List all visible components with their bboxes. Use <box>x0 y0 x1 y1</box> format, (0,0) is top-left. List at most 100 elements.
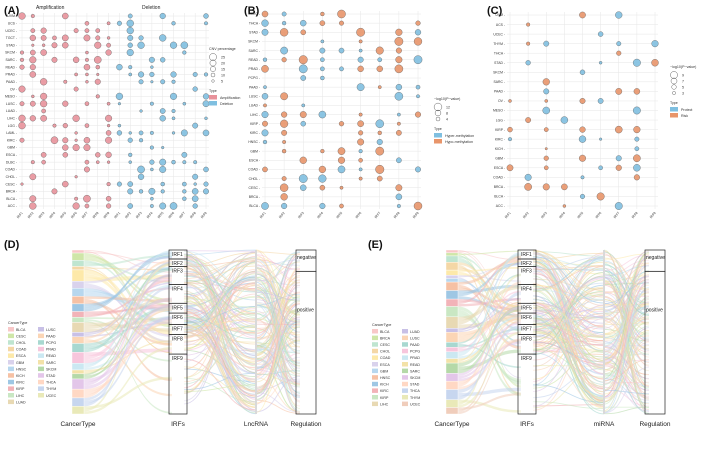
sankey-axis-title: Regulation <box>290 421 321 428</box>
sankey-legend-label: THCA <box>410 389 420 393</box>
sankey-flow-target-regulation <box>255 321 301 369</box>
sankey-flow-target-regulation <box>603 253 650 367</box>
sankey-flow-cancer-irf <box>84 274 172 379</box>
data-point <box>634 146 640 152</box>
data-point <box>138 79 144 85</box>
sankey-flow-irf-target <box>532 313 605 352</box>
data-point <box>320 39 325 44</box>
sankey-regulation-label: negative <box>646 255 665 261</box>
data-point <box>160 181 165 187</box>
sankey-legend-swatch <box>38 327 44 332</box>
sankey-flow-target-regulation <box>255 349 301 398</box>
sankey-flow-cancer-irf <box>84 287 172 318</box>
sankey-legend-swatch <box>38 373 44 378</box>
data-point <box>358 112 363 117</box>
sankey-legend-label: CHOL <box>380 350 390 354</box>
data-point <box>542 78 550 86</box>
sankey-legend-label: LUAD <box>410 330 420 334</box>
sankey-node-cancertype <box>445 342 459 348</box>
legend-type-label: Hypo-methylation <box>445 140 473 144</box>
data-point <box>262 139 268 145</box>
data-point <box>127 137 133 143</box>
sankey-flow-cancer-irf <box>84 252 172 264</box>
sankey-flow-target-regulation <box>603 366 650 414</box>
data-point <box>52 123 57 128</box>
sankey-flow-cancer-irf <box>84 261 172 407</box>
data-point <box>300 29 306 36</box>
data-point <box>128 65 133 70</box>
data-point <box>182 50 187 55</box>
legend-size-circle <box>211 79 215 83</box>
data-point <box>40 100 48 108</box>
y-tick-label: HNSC - <box>248 140 260 144</box>
data-point <box>376 175 383 182</box>
x-tick-label: IRF1 <box>504 211 512 219</box>
data-point <box>159 34 167 42</box>
sankey-legend-label: HNSC <box>380 376 391 380</box>
data-point <box>40 35 47 41</box>
sankey-flow-target-regulation <box>603 389 650 395</box>
data-point <box>337 9 346 19</box>
data-point <box>62 144 69 151</box>
data-point <box>377 57 383 63</box>
data-point <box>29 56 37 64</box>
sankey-flow-irf-target <box>183 262 257 405</box>
data-point <box>543 165 549 171</box>
data-point <box>262 166 268 173</box>
data-point <box>395 184 403 192</box>
data-point <box>263 85 267 89</box>
sankey-legend-swatch <box>372 355 378 360</box>
x-tick-label: IRF1 <box>113 211 121 219</box>
sankey-flows <box>84 249 301 415</box>
data-point <box>261 19 269 27</box>
y-tick-label: SARC - <box>494 80 506 84</box>
sankey-legend-swatch <box>8 393 14 398</box>
data-point <box>526 41 531 46</box>
sankey-flow-target-regulation <box>603 381 650 384</box>
x-tick-label: IRF3 <box>540 211 548 219</box>
sankey-node-cancertype <box>445 249 459 254</box>
data-point <box>83 34 91 42</box>
data-point <box>74 138 78 142</box>
data-point <box>106 36 111 40</box>
sankey-axis-title: miRNA <box>594 421 615 428</box>
subtitle-amplification: Amplification <box>36 5 65 11</box>
y-tick-label: ACC - <box>496 204 505 208</box>
sankey-legend-swatch <box>8 327 14 332</box>
sankey-flow-irf-target <box>183 279 257 316</box>
sankey-flow-irf-target <box>532 285 605 367</box>
sankey-flow-target-regulation <box>255 336 301 371</box>
data-point <box>138 35 144 41</box>
sankey-flow-target-regulation <box>255 292 301 301</box>
x-tick-label: IRF2 <box>522 211 530 219</box>
legend-size-label: 8 <box>446 111 448 115</box>
sankey-flow-cancer-irf <box>458 393 521 410</box>
x-tick-label: IRF7 <box>613 211 621 219</box>
sankey-flow-cancer-irf <box>458 251 521 316</box>
data-point <box>615 88 623 95</box>
sankey-flow-irf-target <box>532 278 605 290</box>
y-tick-label: CHOL - <box>6 175 17 179</box>
sankey-legend-label: ESCA <box>16 354 26 358</box>
legend-type-label: Amplification <box>220 96 240 100</box>
panel-label-e: (E) <box>368 239 383 251</box>
data-point <box>171 131 176 135</box>
data-point <box>74 131 78 135</box>
sankey-node-cancertype <box>445 269 459 276</box>
sankey-flow-cancer-irf <box>458 277 521 379</box>
data-point <box>20 182 24 186</box>
data-point <box>148 56 155 63</box>
data-point <box>182 181 187 187</box>
x-tick-label: IRF8 <box>631 211 639 219</box>
sankey-irf-label: IRF5 <box>521 305 532 311</box>
sankey-flow-cancer-irf <box>458 274 521 344</box>
y-tick-label: STAD - <box>249 30 260 34</box>
legend-type-title: Type <box>434 127 442 131</box>
data-point <box>203 72 209 77</box>
data-point <box>150 167 154 172</box>
sankey-legend-swatch <box>38 379 44 385</box>
sankey-flow-target-regulation <box>603 250 650 318</box>
data-point <box>40 152 47 158</box>
x-tick-label: IRF4 <box>316 211 324 219</box>
sankey-legend-swatch <box>402 355 408 360</box>
